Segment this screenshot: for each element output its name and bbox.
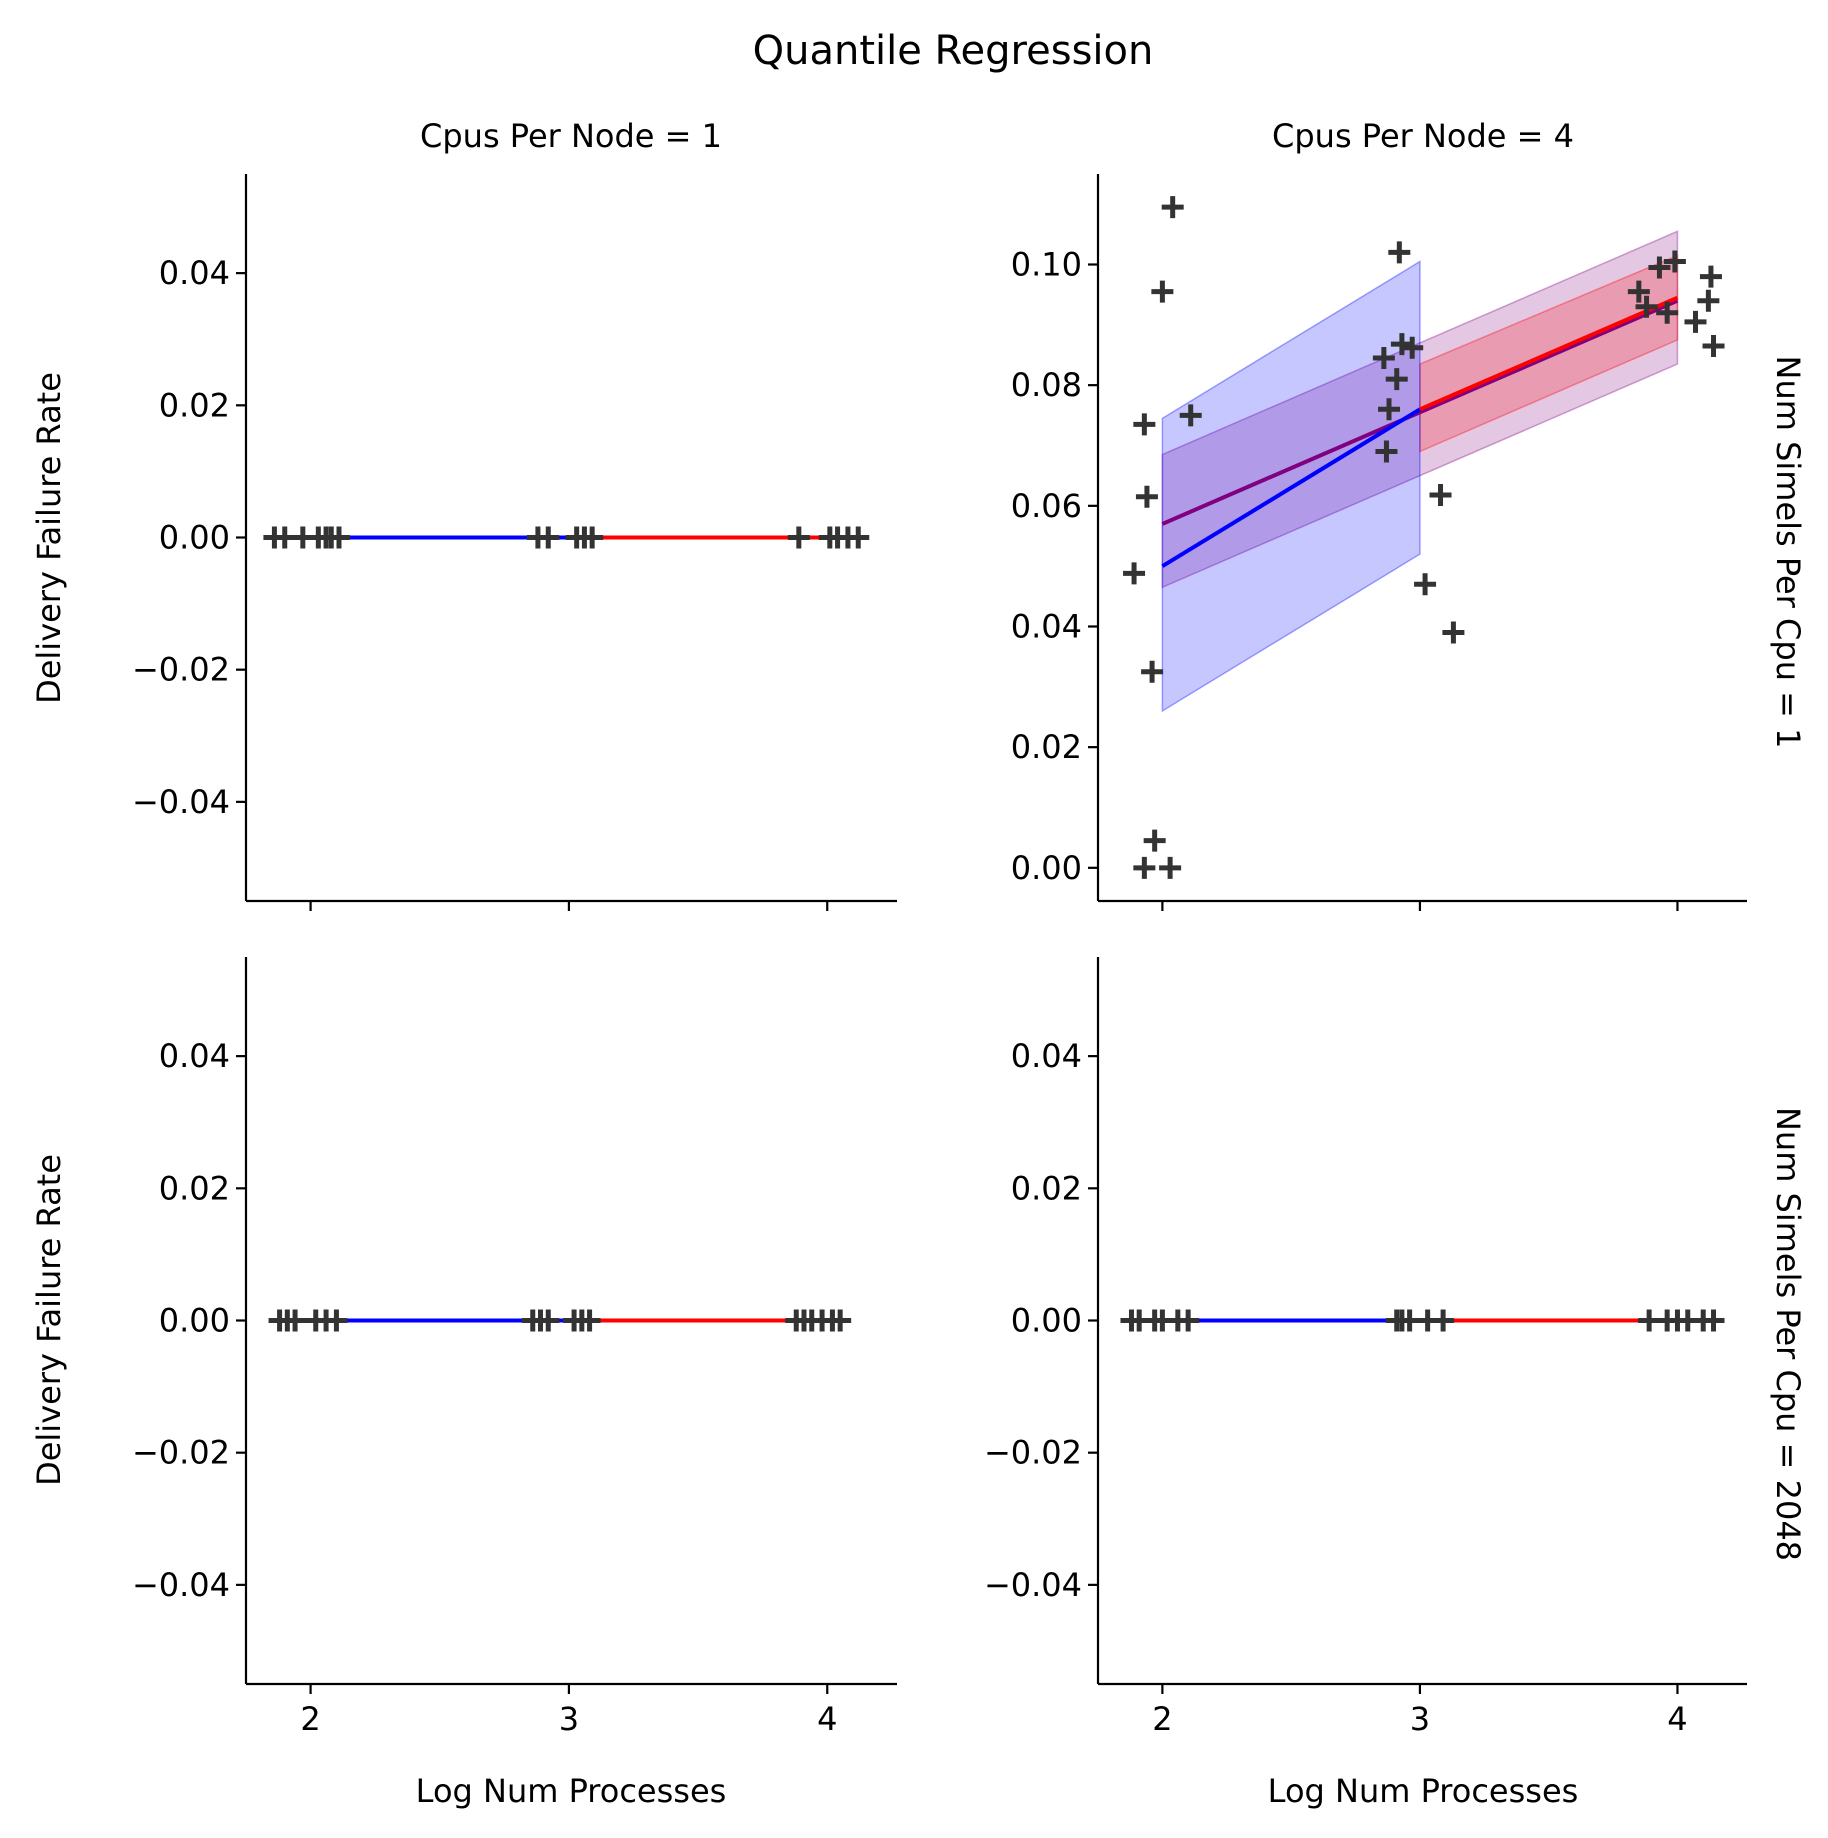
panel-1-2-point-3 bbox=[1133, 413, 1156, 436]
panel-1-2-y-tick-label-3: 0.04 bbox=[1011, 607, 1082, 645]
panel-2-2-x-tick-label-2: 3 bbox=[1410, 1700, 1430, 1738]
panel-2-1-point-18 bbox=[829, 1309, 852, 1332]
panel-2-1-y-tick-label-2: −0.02 bbox=[132, 1434, 230, 1472]
panel-1-2-point-16 bbox=[1378, 398, 1401, 421]
panel-2-1-point-12 bbox=[578, 1309, 601, 1332]
panel-1-2-point-14 bbox=[1401, 336, 1424, 359]
x-axis-label-col-2: Log Num Processes bbox=[1268, 1772, 1579, 1810]
panel-1-2-y-tick-label-5: 0.08 bbox=[1011, 366, 1082, 404]
panel-2-1-x-tick-label-2: 3 bbox=[559, 1700, 579, 1738]
panel-1-2-point-28 bbox=[1684, 310, 1707, 333]
panel-2-2: −0.04 −0.02 0.00 0.02 0.04 2 3 4 bbox=[984, 957, 1747, 1738]
panel-2-1-x-tick-label-3: 4 bbox=[817, 1700, 837, 1738]
panel-1-1-point-13 bbox=[787, 526, 810, 549]
panel-1-2-point-22 bbox=[1635, 295, 1658, 318]
panel-1-2-point-21 bbox=[1627, 280, 1650, 303]
panel-2-1-y-tick-label-5: 0.04 bbox=[159, 1037, 230, 1075]
panel-1-2-point-20 bbox=[1442, 621, 1465, 644]
panel-1-2-y-tick-label-1: 0.00 bbox=[1011, 849, 1082, 887]
panel-1-2-point-4 bbox=[1135, 485, 1158, 508]
panel-1-2-fit-line-2 bbox=[1161, 407, 1421, 568]
panel-2-1-x-tick-label-1: 2 bbox=[300, 1700, 320, 1738]
row-title-2: Num Simels Per Cpu = 2048 bbox=[1769, 1107, 1807, 1561]
y-axis-label-row-1: Delivery Failure Rate bbox=[30, 372, 68, 704]
panel-1-2-point-26 bbox=[1699, 265, 1722, 288]
panel-1-1-y-tick-label-3: 0.00 bbox=[159, 519, 230, 557]
panel-2-2-x-tick-label-3: 4 bbox=[1667, 1700, 1687, 1738]
panel-1-2-point-11 bbox=[1388, 241, 1411, 264]
panel-2-2-x-tick-label-1: 2 bbox=[1152, 1700, 1172, 1738]
panel-1-1-y-tick-label-2: −0.02 bbox=[132, 651, 230, 689]
panel-1-2-fit-line-1 bbox=[1161, 298, 1679, 526]
panel-1-1-y-tick-label-5: 0.04 bbox=[159, 254, 230, 292]
panel-1-2-point-10 bbox=[1159, 856, 1182, 879]
panel-2-2-y-tick-label-5: 0.04 bbox=[1011, 1037, 1082, 1075]
panel-2-1-point-6 bbox=[325, 1309, 348, 1332]
panel-1-2-y-tick-label-6: 0.10 bbox=[1011, 245, 1082, 283]
panel-1-1-point-17 bbox=[847, 526, 870, 549]
panel-1-2-point-18 bbox=[1429, 483, 1452, 506]
panel-1-2-point-25 bbox=[1656, 301, 1679, 324]
figure-title: Quantile Regression bbox=[753, 28, 1154, 74]
panel-1-1-y-tick-label-1: −0.04 bbox=[132, 783, 230, 821]
panel-1-2-point-12 bbox=[1372, 347, 1395, 370]
panel-2-1-y-tick-label-4: 0.02 bbox=[159, 1169, 230, 1207]
panel-1-2-point-1 bbox=[1161, 196, 1184, 219]
panel-1-2-fit-line-3 bbox=[1419, 295, 1679, 412]
panel-2-2-point-6 bbox=[1177, 1309, 1200, 1332]
panel-1-2: 0.00 0.02 0.04 0.06 0.08 0.10 bbox=[1011, 174, 1747, 911]
x-axis-label-col-1: Log Num Processes bbox=[416, 1772, 727, 1810]
panel-2-2-y-tick-label-2: −0.02 bbox=[984, 1434, 1082, 1472]
panel-2-2-point-17 bbox=[1702, 1309, 1725, 1332]
panel-2-2-y-tick-label-3: 0.00 bbox=[1011, 1302, 1082, 1340]
col-title-1: Cpus Per Node = 1 bbox=[420, 117, 722, 155]
panel-2-1-y-tick-label-1: −0.04 bbox=[132, 1566, 230, 1604]
panel-1-1-y-tick-label-4: 0.02 bbox=[159, 386, 230, 424]
panel-2-1-y-tick-label-3: 0.00 bbox=[159, 1302, 230, 1340]
panel-2-1: −0.04 −0.02 0.00 0.02 0.04 2 3 4 bbox=[132, 957, 897, 1738]
panel-1-2-point-19 bbox=[1414, 573, 1437, 596]
panel-1-1-point-7 bbox=[328, 526, 350, 549]
panel-1-2-point-15 bbox=[1385, 368, 1408, 391]
panel-1-2-point-2 bbox=[1151, 280, 1174, 303]
panel-2-2-y-tick-label-1: −0.04 bbox=[984, 1566, 1082, 1604]
panel-1-2-y-tick-label-2: 0.02 bbox=[1011, 728, 1082, 766]
panel-1-1: −0.04 −0.02 0.00 0.02 0.04 bbox=[132, 174, 897, 911]
col-title-2: Cpus Per Node = 4 bbox=[1272, 117, 1574, 155]
panel-1-2-point-29 bbox=[1702, 334, 1725, 357]
panel-2-1-point-3 bbox=[284, 1309, 307, 1332]
panel-2-1-point-9 bbox=[537, 1309, 560, 1332]
panel-2-2-point-11 bbox=[1432, 1309, 1455, 1332]
panel-1-2-point-6 bbox=[1123, 562, 1146, 585]
panel-1-2-point-7 bbox=[1141, 660, 1164, 683]
panel-1-1-point-9 bbox=[537, 526, 560, 549]
panel-1-2-point-9 bbox=[1133, 856, 1156, 879]
y-axis-label-row-2: Delivery Failure Rate bbox=[30, 1154, 68, 1486]
panel-1-2-point-17 bbox=[1375, 440, 1398, 463]
panel-1-1-point-12 bbox=[581, 526, 604, 549]
panel-2-2-y-tick-label-4: 0.02 bbox=[1011, 1169, 1082, 1207]
row-title-1: Num Simels Per Cpu = 1 bbox=[1769, 356, 1807, 749]
panel-1-2-point-24 bbox=[1663, 250, 1686, 273]
panel-1-2-y-tick-label-4: 0.06 bbox=[1011, 487, 1082, 525]
panel-1-2-point-13 bbox=[1390, 333, 1413, 356]
panel-1-2-point-5 bbox=[1179, 404, 1202, 427]
panel-1-2-point-23 bbox=[1648, 256, 1671, 279]
panel-1-2-point-8 bbox=[1143, 829, 1166, 852]
panel-1-2-point-27 bbox=[1697, 289, 1720, 312]
